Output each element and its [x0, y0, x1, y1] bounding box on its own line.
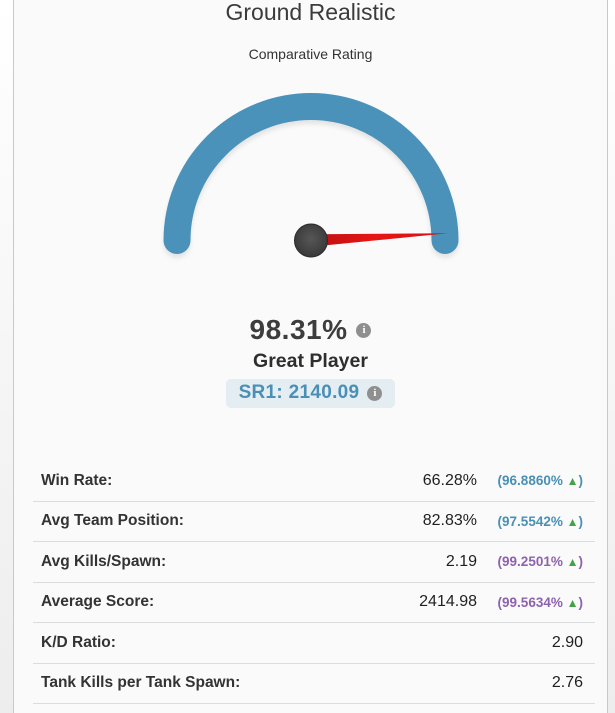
stat-row: K/D Ratio: 2.90 — [33, 623, 595, 664]
stat-label: Avg Team Position: — [41, 512, 184, 530]
stat-label: K/D Ratio: — [41, 633, 116, 651]
gauge-subtitle: Comparative Rating — [248, 46, 373, 62]
rating-label: Great Player — [253, 350, 368, 372]
stat-label: Avg Kills/Spawn: — [41, 552, 167, 570]
stat-percentile: (96.8860% ▲) — [497, 473, 583, 489]
stat-value: 2414.98 — [419, 593, 477, 611]
stat-value: 2.76 — [551, 674, 583, 692]
sr1-value: SR1: 2140.09 — [238, 382, 360, 403]
trend-up-icon: ▲ — [566, 555, 579, 570]
stats-table: Win Rate: 66.28% (96.8860% ▲) Avg Team Posi… — [33, 461, 595, 704]
stat-percentile: (97.5542% ▲) — [497, 513, 583, 529]
stat-label: Average Score: — [41, 593, 155, 611]
trend-up-icon: ▲ — [566, 514, 579, 529]
stat-value: 66.28% — [422, 471, 477, 489]
rating-info-icon[interactable]: i — [356, 322, 372, 338]
sr-badge-row: SR1: 2140.09 i — [14, 379, 607, 408]
page-title: Ground Realistic — [225, 0, 396, 25]
stat-row: Average Score: 2414.98 (99.5634% ▲) — [33, 583, 595, 623]
sr1-badge: SR1: 2140.09 i — [225, 379, 396, 408]
gauge-arc — [163, 93, 458, 254]
gauge-needle — [316, 233, 448, 247]
stat-label: Win Rate: — [41, 471, 113, 489]
stat-row: Win Rate: 66.28% (96.8860% ▲) — [33, 461, 595, 502]
stat-value: 2.19 — [445, 552, 477, 570]
stat-value: 2.90 — [551, 633, 583, 651]
stat-row: Avg Kills/Spawn: 2.19 (99.2501% ▲) — [33, 542, 595, 583]
stats-card: Ground Realistic Comparative Rating — [13, 0, 608, 713]
stat-value: 82.83% — [422, 512, 477, 530]
trend-up-icon: ▲ — [566, 595, 579, 610]
rating-value: 98.31% — [249, 314, 348, 345]
rating-value-row: 98.31% i — [14, 314, 607, 346]
stat-label: Tank Kills per Tank Spawn: — [41, 674, 241, 692]
stat-row: Tank Kills per Tank Spawn: 2.76 — [33, 664, 595, 704]
gauge-svg — [163, 93, 458, 258]
trend-up-icon: ▲ — [566, 474, 579, 489]
rating-gauge — [14, 88, 607, 268]
stat-percentile: (99.2501% ▲) — [497, 554, 583, 570]
stat-percentile: (99.5634% ▲) — [497, 594, 583, 610]
stat-row: Avg Team Position: 82.83% (97.5542% ▲) — [33, 502, 595, 542]
sr1-info-icon[interactable]: i — [367, 385, 383, 401]
gauge-hub — [293, 223, 328, 258]
